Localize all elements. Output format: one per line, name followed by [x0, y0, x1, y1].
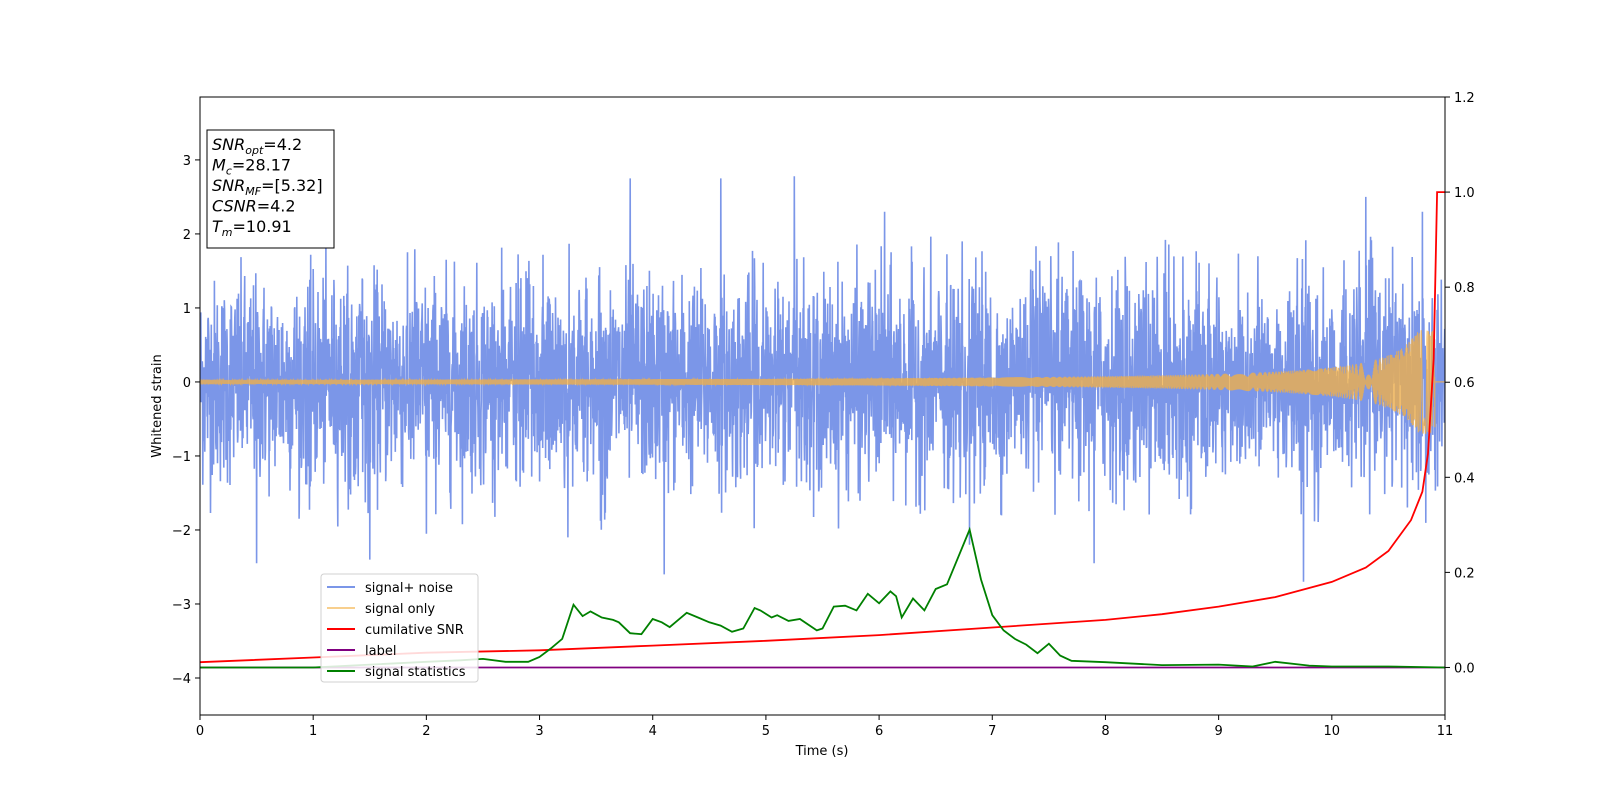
y-tick-label: 3 — [183, 154, 191, 169]
legend-label: signal statistics — [365, 665, 466, 680]
y2-tick-label: 1.0 — [1454, 186, 1475, 201]
y-tick-label: −1 — [172, 450, 191, 465]
x-tick-label: 5 — [762, 724, 770, 739]
info-symbol: SNR — [212, 176, 245, 195]
legend-item: signal only — [327, 602, 435, 617]
x-tick-label: 0 — [196, 724, 204, 739]
series-signal-noise — [200, 176, 1445, 582]
x-tick-label: 3 — [535, 724, 543, 739]
legend-item: signal statistics — [327, 665, 466, 680]
info-value: =10.91 — [233, 217, 292, 236]
info-subscript: MF — [245, 185, 261, 198]
y2-tick-label: 1.2 — [1454, 91, 1475, 106]
x-tick-label: 9 — [1214, 724, 1222, 739]
legend-item: cumilative SNR — [327, 623, 464, 638]
y-axis-right: 0.0 0.2 0.4 0.6 0.8 1.0 1.2 — [1445, 91, 1475, 676]
y2-tick-label: 0.8 — [1454, 281, 1475, 296]
info-symbol: SNR — [212, 135, 245, 154]
x-tick-label: 11 — [1437, 724, 1454, 739]
info-value: =28.17 — [232, 156, 291, 175]
info-line: CSNR=4.2 — [212, 197, 296, 216]
legend-label: label — [365, 644, 396, 659]
x-tick-label: 1 — [309, 724, 317, 739]
series-signal-statistics — [200, 526, 1445, 669]
y-tick-label: 0 — [183, 376, 191, 391]
y2-tick-label: 0.4 — [1454, 471, 1475, 486]
y-tick-label: −4 — [172, 672, 191, 687]
y-axis-label: Whitened strain — [150, 354, 165, 457]
info-subscript: m — [222, 226, 233, 239]
y-tick-label: −3 — [172, 598, 191, 613]
y2-tick-label: 0.0 — [1454, 661, 1475, 676]
y-tick-label: 2 — [183, 228, 191, 243]
plot-frame — [199, 96, 1446, 716]
y-tick-label: −2 — [172, 524, 191, 539]
x-tick-label: 10 — [1324, 724, 1341, 739]
info-subscript: c — [226, 165, 232, 178]
info-symbol: M — [212, 156, 226, 175]
info-box: SNRopt=4.2Mc=28.17SNRMF=[5.32]CSNR=4.2Tm… — [206, 129, 335, 249]
info-value: =[5.32] — [261, 176, 323, 195]
legend-label: cumilative SNR — [365, 623, 464, 638]
series-signal-only — [200, 330, 1445, 434]
x-axis: 0 1 2 3 4 5 6 7 8 9 10 11 — [196, 715, 1453, 739]
legend-item: label — [327, 644, 396, 659]
y-axis-left: −4 −3 −2 −1 0 1 2 3 — [172, 154, 200, 687]
info-line: SNRopt=4.2 — [212, 135, 302, 157]
legend-frame — [320, 573, 479, 683]
x-tick-label: 4 — [649, 724, 657, 739]
x-tick-label: 8 — [1101, 724, 1109, 739]
info-line: Tm=10.91 — [212, 217, 292, 239]
info-subscript: opt — [245, 144, 264, 157]
series-cumilative-snr — [200, 191, 1445, 664]
legend-item: signal+ noise — [327, 581, 453, 596]
legend: signal+ noise signal only cumilative SNR la… — [320, 573, 479, 683]
legend-label: signal+ noise — [365, 581, 453, 596]
x-axis-label: Time (s) — [795, 744, 849, 759]
x-tick-label: 6 — [875, 724, 883, 739]
info-value: =4.2 — [257, 197, 296, 216]
info-line: Mc=28.17 — [212, 156, 291, 178]
info-symbol: CSNR — [212, 197, 257, 216]
legend-label: signal only — [365, 602, 435, 617]
y-tick-label: 1 — [183, 302, 191, 317]
info-value: =4.2 — [263, 135, 302, 154]
y2-tick-label: 0.6 — [1454, 376, 1475, 391]
info-box-frame — [206, 129, 335, 249]
info-symbol: T — [212, 217, 223, 236]
info-line: SNRMF=[5.32] — [212, 176, 323, 198]
x-tick-label: 2 — [422, 724, 430, 739]
y2-tick-label: 0.2 — [1454, 566, 1475, 581]
x-tick-label: 7 — [988, 724, 996, 739]
